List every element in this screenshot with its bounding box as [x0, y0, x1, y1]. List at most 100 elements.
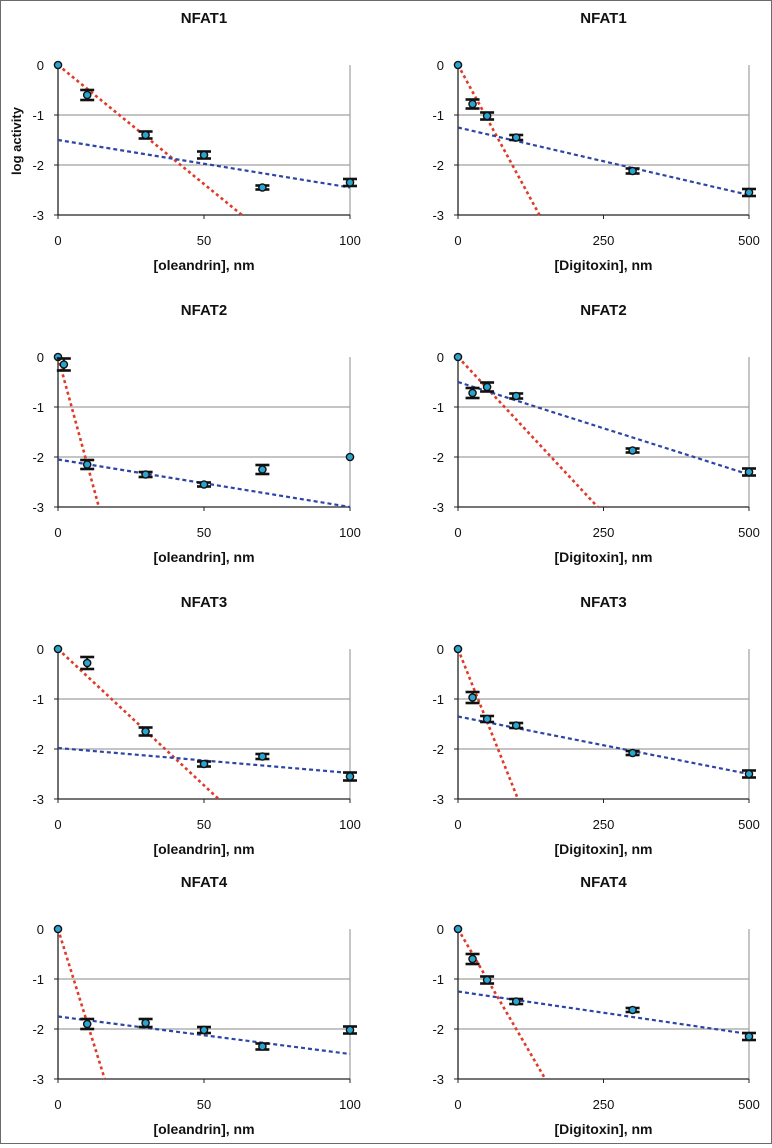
y-tick-label: -3: [32, 500, 44, 515]
data-point: [345, 452, 355, 462]
y-tick-label: 0: [437, 58, 444, 73]
chart-title: NFAT3: [580, 594, 626, 611]
chart-panel-4: NFAT2 0 -1 -2 -3 0 250 500 [Digitoxin], nm: [432, 302, 759, 565]
x-tick-label: 0: [454, 1097, 461, 1112]
chart-title: NFAT4: [181, 874, 228, 891]
data-point: [138, 130, 153, 140]
y-tick-label: -1: [432, 400, 444, 415]
data-point-marker: [511, 721, 521, 730]
data-point-marker: [141, 727, 150, 736]
y-tick-label: -3: [32, 1072, 44, 1087]
x-tick-label: 100: [339, 1097, 361, 1112]
data-point: [625, 446, 640, 455]
y-tick-label: -2: [32, 158, 44, 173]
fit-line-shallow: [457, 990, 750, 1036]
data-point-marker: [258, 183, 267, 192]
data-point: [80, 1017, 95, 1031]
fit-line-steep: [57, 63, 243, 217]
data-point-marker: [199, 759, 209, 769]
x-tick-label: 250: [593, 1097, 615, 1112]
data-point: [197, 759, 211, 769]
y-tick-label: -2: [432, 158, 444, 173]
data-point: [453, 60, 463, 70]
data-point: [465, 98, 480, 110]
data-point: [453, 924, 463, 934]
y-tick-label: -1: [32, 400, 44, 415]
data-point: [480, 111, 495, 121]
x-tick-label: 100: [339, 233, 361, 248]
x-tick-label: 50: [197, 525, 211, 540]
data-point-marker: [199, 150, 209, 160]
x-axis-label: [Digitoxin], nm: [555, 257, 653, 273]
data-point-marker: [744, 769, 754, 779]
fit-line-shallow: [57, 138, 351, 189]
data-point-marker: [628, 1005, 637, 1015]
x-tick-label: 500: [738, 1097, 760, 1112]
y-tick-label: -1: [432, 692, 444, 707]
data-point: [465, 952, 480, 966]
chart-panel-3: NFAT2 0 -1 -2 -3 0 50 100 [oleandrin], nm: [32, 302, 360, 565]
y-tick-label: -3: [432, 208, 444, 223]
data-point: [80, 458, 95, 471]
data-point-marker: [453, 644, 463, 654]
data-point-marker: [468, 99, 477, 109]
y-tick-label: -2: [432, 1022, 444, 1037]
x-tick-label: 0: [54, 1097, 61, 1112]
data-point: [138, 1017, 153, 1029]
x-tick-label: 50: [197, 817, 211, 832]
x-tick-label: 50: [197, 1097, 211, 1112]
data-point: [742, 467, 756, 477]
chart-panel-6: NFAT3 0 -1 -2 -3 0 250 500 [Digitoxin], nm: [432, 594, 759, 857]
data-point-marker: [628, 748, 637, 758]
data-point-marker: [82, 658, 92, 668]
y-tick-label: -2: [32, 742, 44, 757]
data-point: [56, 357, 71, 372]
chart-title: NFAT1: [580, 10, 626, 27]
chart-title: NFAT2: [181, 302, 227, 319]
data-point: [53, 644, 63, 654]
data-point: [255, 1042, 270, 1051]
data-point-marker: [468, 954, 477, 964]
data-point-marker: [482, 111, 492, 121]
x-tick-label: 500: [738, 233, 760, 248]
data-point: [80, 655, 95, 671]
fit-line-shallow: [57, 1015, 351, 1056]
data-point-marker: [53, 924, 63, 934]
data-point-marker: [511, 391, 521, 401]
data-point: [625, 1005, 640, 1015]
data-point: [343, 771, 357, 782]
data-point: [509, 721, 524, 730]
data-point-marker: [511, 997, 521, 1006]
data-point: [343, 1025, 357, 1035]
data-point-marker: [345, 452, 355, 462]
y-tick-label: 0: [37, 350, 44, 365]
data-point: [255, 752, 270, 761]
y-tick-label: -1: [32, 692, 44, 707]
fit-line-steep: [456, 928, 547, 1080]
y-tick-label: -3: [432, 792, 444, 807]
data-point: [509, 133, 524, 142]
x-tick-label: 500: [738, 817, 760, 832]
y-tick-label: 0: [37, 58, 44, 73]
x-axis-label: [Digitoxin], nm: [555, 1121, 653, 1137]
data-point-marker: [453, 352, 463, 362]
chart-title: NFAT2: [580, 302, 626, 319]
chart-title: NFAT3: [181, 594, 227, 611]
data-point-marker: [53, 60, 63, 70]
data-point-marker: [453, 924, 463, 934]
y-tick-label: -2: [432, 450, 444, 465]
fit-line-shallow: [457, 380, 750, 476]
data-point: [197, 150, 211, 160]
data-point-marker: [258, 752, 267, 761]
chart-panel-5: NFAT3 0 -1 -2 -3 0 50 100 [oleandrin], nm: [32, 594, 360, 857]
data-point-marker: [258, 1042, 267, 1051]
fit-line-steep: [57, 648, 220, 800]
data-point: [453, 644, 463, 654]
data-point-marker: [82, 460, 92, 469]
data-point: [509, 997, 524, 1006]
y-tick-label: 0: [437, 350, 444, 365]
fit-line-steep: [56, 356, 101, 508]
data-point: [480, 714, 495, 724]
data-point: [80, 88, 95, 102]
